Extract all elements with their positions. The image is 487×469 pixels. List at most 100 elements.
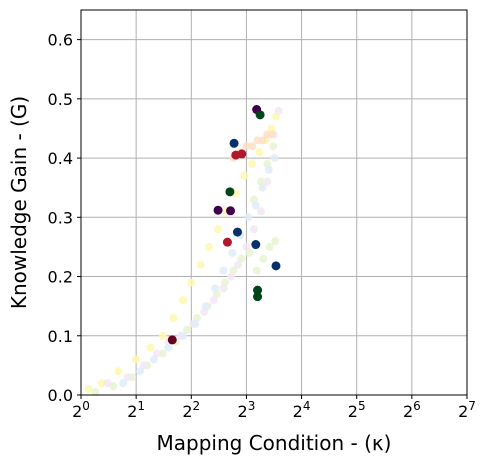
faint-point — [114, 367, 123, 376]
faint-point — [191, 319, 200, 328]
highlighted-point — [229, 138, 239, 148]
faint-point — [245, 248, 254, 257]
faint-point — [242, 142, 251, 151]
x-tick-label: 20 — [72, 399, 90, 421]
x-tick-label: 25 — [348, 399, 366, 421]
faint-point — [251, 201, 260, 210]
faint-point-clouds — [84, 106, 283, 397]
faint-point — [209, 296, 218, 305]
y-axis-title: Knowledge Gain - (G) — [7, 96, 31, 309]
y-tick-label: 0.1 — [48, 327, 73, 346]
y-tick-label: 0.0 — [48, 386, 73, 405]
x-tick-base: 2 — [293, 402, 303, 421]
faint-point — [270, 154, 279, 163]
faint-point — [219, 266, 228, 275]
x-tick-base: 2 — [127, 402, 137, 421]
faint-point — [132, 355, 141, 364]
faint-point — [258, 136, 267, 145]
highlighted-point — [237, 149, 247, 159]
x-tick-base: 2 — [182, 402, 192, 421]
faint-point — [219, 284, 228, 293]
faint-point — [255, 148, 264, 157]
y-tick-label: 0.4 — [48, 149, 73, 168]
faint-point — [237, 254, 246, 263]
x-tick-base: 2 — [403, 402, 413, 421]
faint-point — [158, 331, 167, 340]
faint-point — [178, 296, 187, 305]
x-tick-exponent: 1 — [137, 399, 145, 413]
highlighted-point — [213, 205, 223, 215]
faint-point — [265, 242, 274, 251]
faint-point — [252, 266, 261, 275]
faint-point — [205, 242, 214, 251]
faint-point — [264, 165, 273, 174]
highlighted-point — [253, 292, 263, 302]
x-tick-base: 2 — [348, 402, 358, 421]
x-tick-label: 21 — [127, 399, 145, 421]
faint-point — [269, 142, 278, 151]
faint-point — [271, 237, 280, 245]
faint-point — [136, 367, 145, 376]
x-axis-title: Mapping Condition - (κ) — [157, 431, 392, 455]
faint-point — [183, 325, 192, 334]
y-tick-label: 0.2 — [48, 268, 73, 287]
tick-labels: 20 21 22 23 24 25 26 270.00.10.20.30.40.50.6 — [48, 31, 476, 421]
faint-point — [263, 177, 272, 186]
faint-point — [123, 373, 132, 382]
faint-point — [211, 284, 220, 293]
highlighted-point — [167, 335, 177, 345]
faint-point — [103, 379, 112, 388]
faint-point — [234, 260, 243, 269]
faint-point — [267, 130, 276, 139]
plot-frame — [80, 9, 468, 396]
x-tick-base: 2 — [238, 402, 248, 421]
faint-point — [153, 349, 162, 358]
x-tick-exponent: 4 — [303, 399, 311, 413]
x-tick-label: 23 — [238, 399, 256, 421]
faint-point — [274, 106, 283, 115]
x-tick-exponent: 2 — [193, 399, 201, 413]
grid — [80, 10, 468, 396]
highlighted-point — [251, 240, 261, 250]
faint-point — [139, 361, 148, 370]
faint-point — [228, 248, 237, 257]
faint-point — [149, 355, 158, 364]
faint-point — [164, 343, 173, 352]
faint-point — [248, 142, 257, 151]
faint-point — [201, 302, 210, 311]
faint-point — [258, 183, 267, 192]
highlighted-points — [167, 105, 281, 345]
faint-point — [158, 349, 167, 358]
faint-point — [169, 314, 178, 322]
faint-point — [178, 331, 187, 340]
faint-point — [214, 225, 223, 234]
faint-point — [84, 385, 93, 394]
faint-point — [244, 213, 253, 222]
x-tick-base: 2 — [458, 402, 468, 421]
highlighted-point — [222, 237, 232, 247]
highlighted-point — [225, 187, 235, 197]
highlighted-point — [226, 206, 236, 216]
x-tick-label: 26 — [403, 399, 421, 421]
faint-point — [91, 388, 100, 397]
x-tick-base: 2 — [72, 402, 82, 421]
faint-point — [146, 343, 155, 352]
x-tick-exponent: 7 — [468, 399, 476, 413]
highlighted-point — [255, 110, 265, 120]
y-tick-label: 0.6 — [48, 31, 73, 50]
faint-point — [250, 225, 259, 234]
faint-point — [259, 254, 268, 263]
faint-point — [248, 160, 257, 168]
faint-point — [119, 379, 128, 388]
faint-point — [242, 242, 251, 251]
x-tick-exponent: 6 — [413, 399, 421, 413]
y-tick-label: 0.3 — [48, 208, 73, 227]
x-tick-label: 24 — [293, 399, 311, 421]
x-tick-label: 22 — [182, 399, 200, 421]
highlighted-point — [271, 261, 281, 271]
faint-point — [196, 260, 205, 269]
x-tick-label: 27 — [458, 399, 476, 421]
faint-point — [97, 379, 106, 388]
faint-point — [256, 207, 265, 216]
